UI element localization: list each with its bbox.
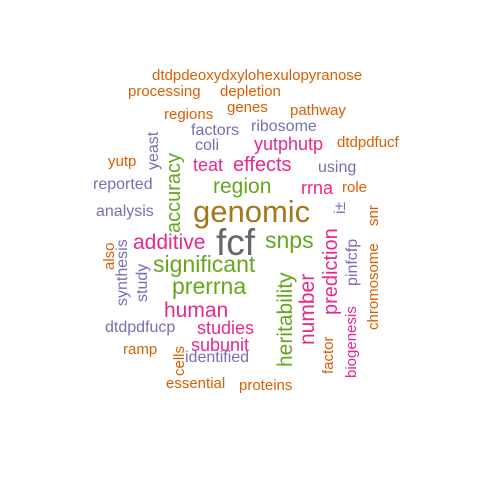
word-human: human xyxy=(164,299,229,322)
word-depletion: depletion xyxy=(220,83,281,100)
word-chromosome: chromosome xyxy=(365,243,382,330)
word-identified: identified xyxy=(185,349,250,366)
word-effects: effects xyxy=(233,154,292,176)
word-yutphutp: yutphutp xyxy=(254,134,324,154)
word-teat: teat xyxy=(193,155,224,175)
word-prerrna: prerrna xyxy=(172,273,247,299)
word-biogenesis: biogenesis xyxy=(343,306,360,378)
word-factor: factor xyxy=(320,336,337,374)
word-coli: coli xyxy=(195,137,220,154)
word-region: region xyxy=(213,175,272,198)
word-number: number xyxy=(296,273,319,345)
word-ribosome: ribosome xyxy=(251,118,317,135)
word-role: role xyxy=(342,179,368,196)
word-study: study xyxy=(134,263,151,302)
word-prediction: prediction xyxy=(320,228,342,315)
word-i-plusminus: i± xyxy=(332,201,349,214)
word-factors: factors xyxy=(191,122,240,139)
word-essential: essential xyxy=(166,375,226,392)
word-pathway: pathway xyxy=(290,102,346,119)
word-genomic: genomic xyxy=(193,194,311,229)
word-significant: significant xyxy=(153,251,256,277)
word-reported: reported xyxy=(93,176,153,193)
word-rrna: rrna xyxy=(301,178,334,198)
word-heritability: heritability xyxy=(274,272,297,367)
word-regions: regions xyxy=(164,106,214,123)
word-additive: additive xyxy=(133,231,206,254)
word-studies: studies xyxy=(197,318,255,338)
word-dtdpdeoxydxylohexulopyranose: dtdpdeoxydxylohexulopyranose xyxy=(152,67,363,84)
word-subunit: subunit xyxy=(191,335,250,355)
word-pinfcfp: pinfcfp xyxy=(344,238,361,286)
word-using: using xyxy=(318,159,357,176)
word-yutp: yutp xyxy=(108,153,137,170)
word-processing: processing xyxy=(128,83,201,100)
word-accuracy: accuracy xyxy=(163,152,185,233)
word-ramp: ramp xyxy=(123,341,158,358)
word-synthesis: synthesis xyxy=(114,239,131,306)
word-yeast: yeast xyxy=(145,131,162,170)
word-fcf: fcf xyxy=(216,222,256,263)
word-snps: snps xyxy=(265,227,314,253)
word-dtdpdfucp: dtdpdfucp xyxy=(105,319,176,336)
word-analysis: analysis xyxy=(96,203,154,220)
word-snr: snr xyxy=(365,205,382,226)
word-genes: genes xyxy=(227,99,268,116)
word-dtdpdfucf: dtdpdfucf xyxy=(337,134,399,151)
word-proteins: proteins xyxy=(239,377,293,394)
